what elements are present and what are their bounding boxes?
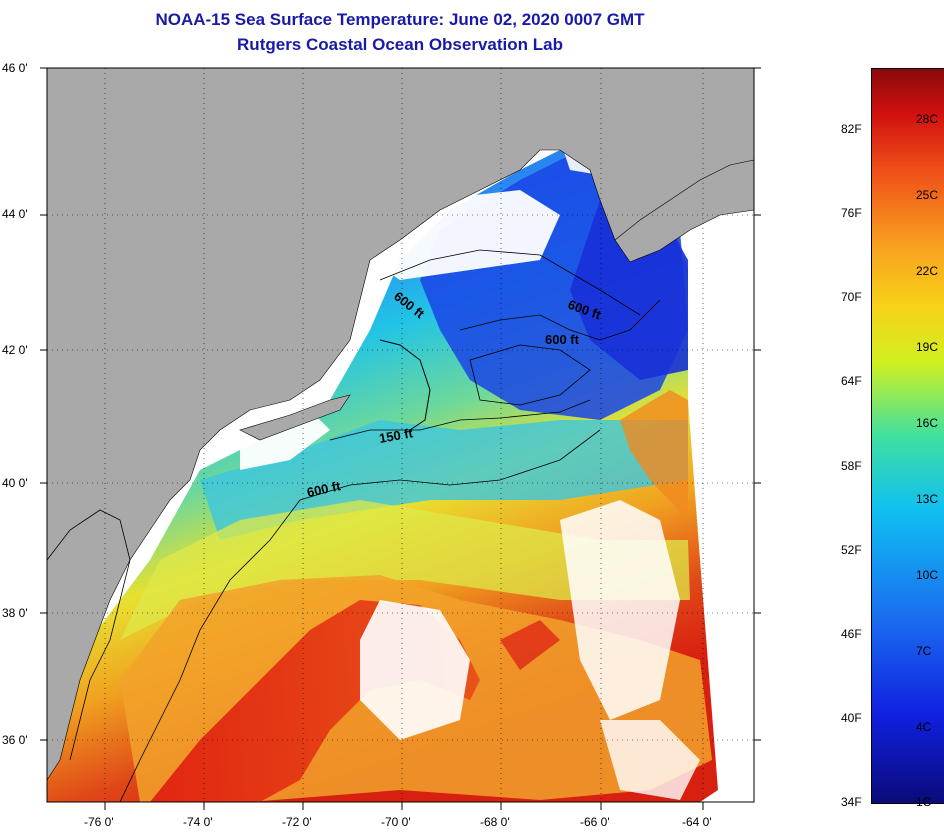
cape-cod: [379, 339, 431, 431]
lon-label: -74 0': [183, 815, 213, 829]
colorbar-c-label: 19C: [916, 340, 939, 354]
colorbar-f-label: 52F: [841, 543, 862, 557]
lon-label: -76 0': [84, 815, 114, 829]
lon-label: -64 0': [682, 815, 712, 829]
colorbar-f-label: 76F: [841, 206, 862, 220]
colorbar-c-label: 7C: [916, 644, 932, 658]
lat-label: 40 0': [2, 476, 28, 490]
contour-600ft-gom: [459, 299, 661, 341]
contour-600ft-south: [119, 429, 601, 803]
slope-water: [120, 500, 690, 640]
colorbar-c-label: 13C: [916, 492, 939, 506]
colorbar-c-label: 10C: [916, 568, 939, 582]
lat-label: 46 0': [2, 61, 28, 75]
contour-label: 600 ft: [545, 332, 580, 347]
lon-tick-marks: [104, 802, 704, 810]
colorbar: [871, 68, 944, 804]
warm-eddy-east: [620, 390, 688, 520]
lat-label: 38 0': [2, 606, 28, 620]
lat-label: 44 0': [2, 207, 28, 221]
lat-label: 42 0': [2, 343, 28, 357]
lat-label: 36 0': [2, 733, 28, 747]
colorbar-f-label: 34F: [841, 795, 862, 809]
colorbar-c-label: 4C: [916, 720, 932, 734]
colorbar-f-label: 46F: [841, 627, 862, 641]
colorbar-c-label: 22C: [916, 264, 939, 278]
georges-bank: [469, 344, 591, 406]
contour-150ft: [329, 399, 591, 441]
long-island: [239, 394, 351, 441]
cloud-patch: [560, 500, 680, 720]
lon-label: -68 0': [480, 815, 510, 829]
colorbar-c-label: 28C: [916, 112, 939, 126]
colorbar-f-label: 82F: [841, 122, 862, 136]
gulf-stream-east: [500, 620, 560, 670]
lat-tick-marks: [40, 67, 761, 741]
map-subtitle: Rutgers Coastal Ocean Observation Lab: [237, 35, 563, 54]
colorbar-f-label: 70F: [841, 290, 862, 304]
colorbar-f-label: 64F: [841, 374, 862, 388]
contour-600ft-north: [379, 249, 641, 316]
map-title: NOAA-15 Sea Surface Temperature: June 02…: [155, 10, 645, 29]
lon-label: -72 0': [282, 815, 312, 829]
map-border: [46, 67, 755, 803]
colorbar-c-label: 1C: [916, 795, 932, 809]
lon-label: -70 0': [381, 815, 411, 829]
chesapeake-coast: [46, 509, 131, 761]
cloud-patch: [600, 720, 700, 800]
lon-label: -66 0': [580, 815, 610, 829]
colorbar-f-label: 40F: [841, 711, 862, 725]
contour-label: 600 ft: [306, 478, 343, 500]
contour-label: 150 ft: [378, 425, 415, 446]
colorbar-c-label: 25C: [916, 188, 939, 202]
cloud-patch: [360, 600, 470, 740]
colorbar-f-label: 58F: [841, 459, 862, 473]
colorbar-c-label: 16C: [916, 416, 939, 430]
